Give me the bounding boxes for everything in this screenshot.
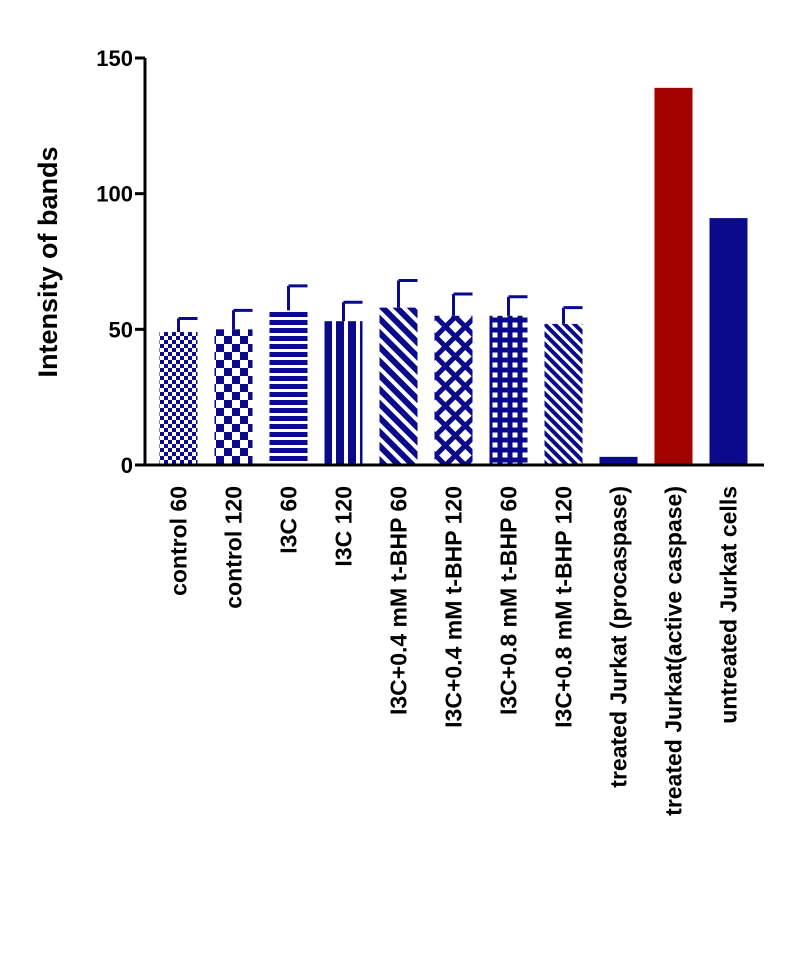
y-tick-label: 50 <box>109 317 133 342</box>
error-bars-group <box>177 278 583 333</box>
bar <box>434 315 473 465</box>
x-tick-label: I3C 120 <box>331 486 357 567</box>
x-tick-label: I3C+0.8 mM t-BHP 60 <box>496 486 522 715</box>
bar <box>269 310 308 465</box>
x-tick-label: I3C+0.8 mM t-BHP 120 <box>551 486 577 728</box>
bar <box>599 456 638 465</box>
bar <box>489 315 528 465</box>
bar <box>214 329 253 465</box>
y-ticks-group: 0 50 100 150 <box>96 46 145 478</box>
x-tick-label: I3C+0.4 mM t-BHP 120 <box>441 486 467 728</box>
y-tick-label: 0 <box>121 453 133 478</box>
bar <box>544 323 583 465</box>
bars-group <box>159 87 748 465</box>
error-bar <box>342 300 363 322</box>
x-tick-label: treated Jurkat (procaspase) <box>606 486 632 788</box>
bar <box>379 307 418 465</box>
error-bar <box>177 316 198 333</box>
bar <box>654 87 693 465</box>
bar <box>709 218 748 465</box>
x-tick-label: I3C+0.4 mM t-BHP 60 <box>386 486 412 715</box>
bar <box>324 321 363 465</box>
x-tick-label: control 60 <box>166 486 192 596</box>
y-tick-label: 100 <box>96 182 133 207</box>
x-labels-group: control 60 control 120 I3C 60 I3C 120 I3C+0.… <box>166 486 742 816</box>
y-axis-title: Intensity of bands <box>33 146 63 377</box>
error-bar <box>507 295 528 316</box>
error-bar <box>562 306 583 324</box>
x-tick-label: untreated Jurkat cells <box>716 486 742 724</box>
error-bar <box>287 284 308 311</box>
error-bar <box>397 278 418 308</box>
bar <box>159 332 198 465</box>
y-tick-label: 150 <box>96 46 133 71</box>
x-tick-label: treated Jurkat(active caspase) <box>661 486 687 816</box>
error-bar <box>452 292 473 316</box>
error-bar <box>232 308 253 330</box>
x-tick-label: control 120 <box>221 486 247 609</box>
x-tick-label: I3C 60 <box>276 486 302 554</box>
